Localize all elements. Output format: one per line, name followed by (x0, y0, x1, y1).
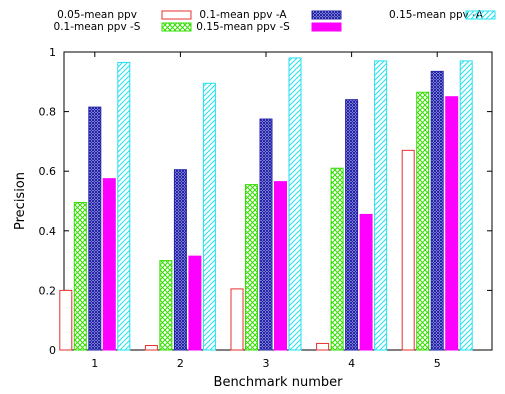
x-axis-title: Benchmark number (214, 375, 344, 390)
bar-series-2-category-2 (159, 260, 173, 351)
y-tick-label: 1 (49, 46, 56, 59)
bar-series-2-category-3 (245, 184, 258, 351)
bar-series-4-category-4 (359, 213, 373, 351)
bar-series-1-category-2 (144, 345, 158, 351)
legend-label: 0.1-mean ppv -A (199, 9, 287, 21)
bars (59, 57, 473, 351)
x-tick-label: 2 (177, 357, 184, 370)
bar-series-4-category-2 (188, 255, 202, 351)
legend-label: 0.1-mean ppv -S (54, 21, 141, 33)
bar-series-5-category-1 (117, 61, 131, 351)
legend-swatch (161, 22, 192, 32)
bar-series-1-category-5 (401, 149, 415, 351)
x-tick-label: 3 (263, 357, 270, 370)
legend-swatch (161, 10, 192, 20)
y-tick-label: 0.2 (39, 284, 57, 297)
legend-swatch (311, 22, 342, 32)
bar-series-1-category-4 (316, 342, 330, 351)
y-tick-label: 0.6 (39, 165, 57, 178)
legend-label: 0.05-mean ppv (57, 9, 137, 21)
bar-series-3-category-5 (430, 70, 444, 351)
bar-series-4-category-5 (445, 96, 459, 351)
legend-label: 0.15-mean ppv -A (389, 9, 484, 21)
bar-series-2-category-1 (73, 201, 87, 351)
bar-series-3-category-2 (173, 169, 187, 351)
x-tick-label: 1 (91, 357, 98, 370)
bar-series-5-category-5 (459, 60, 473, 351)
legend-swatch (465, 10, 496, 20)
x-tick-label: 4 (348, 357, 355, 370)
bar-series-3-category-3 (259, 118, 273, 351)
bar-series-1-category-1 (59, 289, 73, 351)
bar-series-1-category-3 (230, 288, 244, 351)
y-axis-title: Precision (13, 172, 28, 230)
x-tick-label: 5 (434, 357, 441, 370)
bar-series-5-category-2 (202, 82, 216, 351)
bar-series-4-category-3 (274, 181, 287, 351)
y-tick-label: 0 (49, 344, 56, 357)
bar-series-5-category-3 (288, 57, 302, 351)
bar-series-5-category-4 (374, 60, 388, 351)
bar-series-3-category-1 (88, 106, 102, 351)
y-tick-label: 0.4 (39, 225, 57, 238)
legend-label: 0.15-mean ppv -S (196, 21, 290, 33)
bar-series-2-category-5 (416, 91, 430, 351)
bar-series-2-category-4 (330, 167, 344, 351)
bar-series-4-category-1 (102, 178, 116, 351)
legend-swatch (311, 10, 342, 20)
y-tick-label: 0.8 (39, 106, 57, 119)
bar-series-3-category-4 (345, 99, 359, 351)
y-axis: 0 0.2 0.4 0.6 0.8 1 (39, 46, 492, 357)
